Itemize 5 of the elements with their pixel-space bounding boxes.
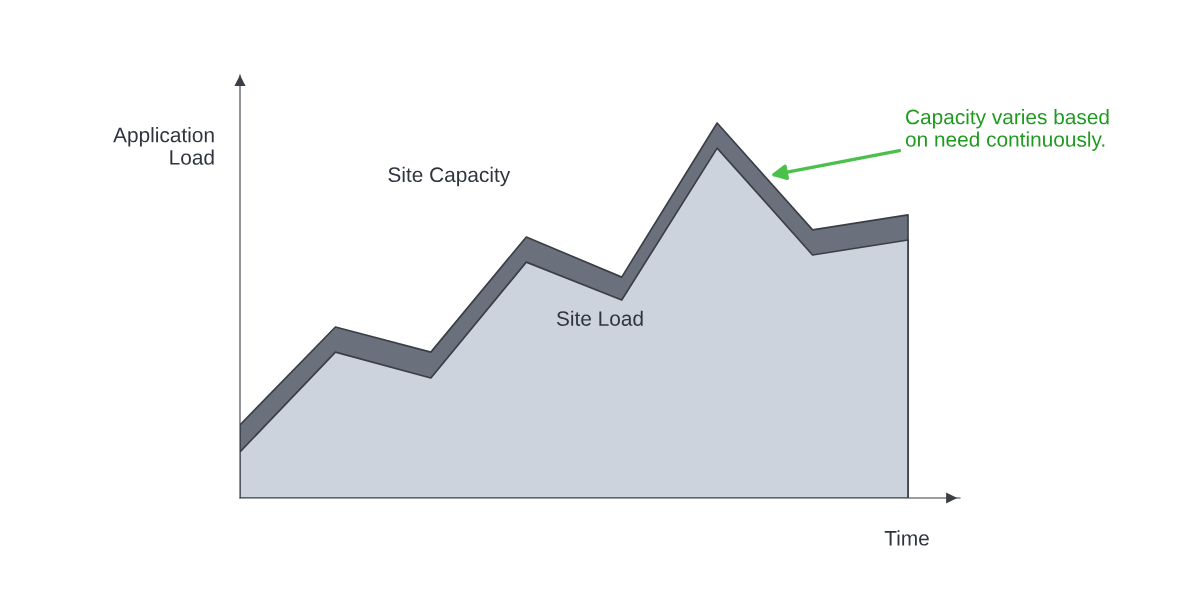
x-axis-title: Time: [884, 530, 929, 546]
y-axis-title: Application Load: [113, 127, 214, 165]
text: Site Capacity: [388, 166, 511, 187]
series-label: Site Load: [556, 310, 643, 326]
annotation: Capacity varies based on need continuously.: [905, 109, 1109, 151]
